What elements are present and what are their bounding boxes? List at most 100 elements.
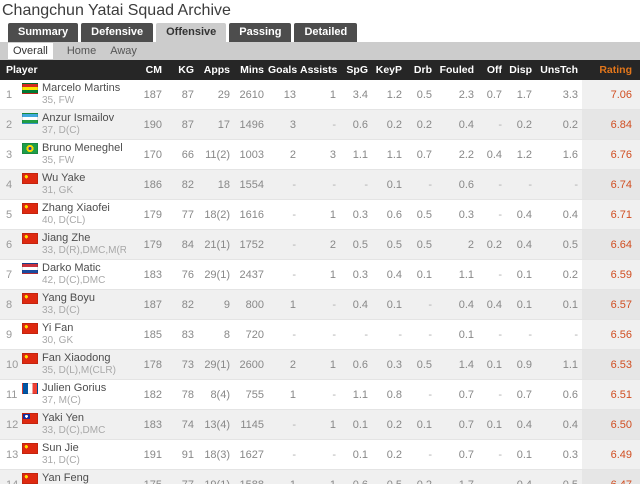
- stat-unstch: 0.4: [562, 208, 578, 221]
- player-name-link[interactable]: Yang Boyu: [42, 292, 96, 304]
- player-name-link[interactable]: Zhang Xiaofei: [42, 202, 110, 214]
- col-header-fouled[interactable]: Fouled: [436, 60, 478, 80]
- flag-icon-china: [22, 203, 38, 214]
- player-age-position: 33, D(C): [42, 305, 80, 316]
- col-header-assists[interactable]: Assists: [300, 60, 340, 80]
- stat-fouled: 2.3: [458, 88, 474, 101]
- col-header-kg[interactable]: KG: [166, 60, 198, 80]
- stat-apps: 9: [223, 298, 230, 311]
- player-name-link[interactable]: Wu Yake: [42, 172, 86, 184]
- player-name-link[interactable]: Yaki Yen: [42, 412, 85, 424]
- player-name-link[interactable]: Marcelo Martins: [42, 82, 121, 94]
- stat-disp: 0.4: [516, 418, 532, 431]
- stat-assists: 2: [329, 238, 336, 251]
- stat-cm: 187: [143, 88, 162, 101]
- tab-detailed[interactable]: Detailed: [294, 23, 358, 42]
- stat-apps: 21(1): [204, 238, 230, 251]
- stat-unstch: 0.5: [536, 470, 582, 484]
- stat-goals: -: [292, 448, 296, 461]
- stat-keyp: 0.2: [386, 418, 402, 431]
- player-cell: Fan Xiaodong 35, D(L),M(CLR): [22, 350, 126, 380]
- player-cell: Yi Fan 30, GK: [22, 320, 126, 350]
- stat-goals: -: [292, 328, 296, 341]
- stat-keyp: 0.1: [386, 178, 402, 191]
- col-header-keyp[interactable]: KeyP: [372, 60, 406, 80]
- stat-drb: -: [428, 388, 432, 401]
- subtab-away[interactable]: Away: [110, 45, 137, 57]
- player-name-link[interactable]: Anzur Ismailov: [42, 112, 115, 124]
- tab-defensive[interactable]: Defensive: [81, 23, 154, 42]
- col-header-mins[interactable]: Mins: [234, 60, 268, 80]
- tab-offensive[interactable]: Offensive: [156, 23, 227, 42]
- tab-summary[interactable]: Summary: [8, 23, 79, 42]
- player-age-position: 35, D(L),M(CLR): [42, 365, 116, 376]
- col-header-rating[interactable]: Rating: [582, 60, 640, 80]
- flag-icon-china: [22, 233, 38, 244]
- player-cell: Bruno Meneghel 35, FW: [22, 140, 126, 170]
- player-name-line: Darko Matic: [22, 262, 126, 275]
- player-name-link[interactable]: Fan Xiaodong: [42, 352, 111, 364]
- col-header-cm[interactable]: CM: [126, 60, 166, 80]
- stat-fouled: 0.7: [458, 388, 474, 401]
- stat-kg: 82: [181, 298, 194, 311]
- subtab-home[interactable]: Home: [66, 45, 97, 57]
- stat-fouled: 0.7: [458, 448, 474, 461]
- stat-keyp: 1.2: [386, 88, 402, 101]
- stat-disp: 1.7: [516, 88, 532, 101]
- player-name-link[interactable]: Bruno Meneghel: [42, 142, 123, 154]
- player-name-line: Yang Boyu: [22, 292, 126, 305]
- stat-keyp: 0.3: [386, 358, 402, 371]
- stat-drb: -: [428, 298, 432, 311]
- stat-drb: -: [428, 178, 432, 191]
- col-header-apps[interactable]: Apps: [198, 60, 234, 80]
- flag-icon-france: [22, 383, 38, 394]
- stat-apps: 8: [223, 328, 230, 341]
- flag-icon-china: [22, 473, 38, 484]
- subtab-overall[interactable]: Overall: [8, 43, 53, 59]
- player-name-line: Fan Xiaodong: [22, 352, 126, 365]
- player-rank: 12: [6, 418, 19, 431]
- flag-icon-china: [22, 353, 38, 364]
- player-name-link[interactable]: Darko Matic: [42, 262, 101, 274]
- tab-passing[interactable]: Passing: [229, 23, 292, 42]
- stat-off: -: [498, 388, 502, 401]
- col-header-off[interactable]: Off: [478, 60, 506, 80]
- col-header-drb[interactable]: Drb: [406, 60, 436, 80]
- player-name-link[interactable]: Jiang Zhe: [42, 232, 91, 244]
- player-age-position: 31, D(C): [42, 455, 80, 466]
- player-name-line: Yi Fan: [22, 322, 126, 335]
- stat-keyp: 0.1: [386, 298, 402, 311]
- stat-off: 0.2: [486, 238, 502, 251]
- col-header-spg[interactable]: SpG: [340, 60, 372, 80]
- col-header-disp[interactable]: Disp: [506, 60, 536, 80]
- player-name-link[interactable]: Julien Gorius: [42, 382, 107, 394]
- rating-value: 6.49: [582, 439, 640, 470]
- col-header-player[interactable]: Player: [0, 60, 126, 80]
- player-age-position: 35, FW: [42, 155, 75, 166]
- player-age-position: 42, D(C),DMC: [42, 275, 106, 286]
- player-cell: Zhang Xiaofei 40, D(CL): [22, 200, 126, 230]
- stat-unstch: 0.2: [562, 268, 578, 281]
- player-name-link[interactable]: Yan Feng: [42, 472, 89, 484]
- stat-disp: 0.1: [516, 448, 532, 461]
- stat-disp: 0.4: [516, 208, 532, 221]
- stat-drb: 0.7: [416, 148, 432, 161]
- stat-assists: -: [332, 178, 336, 191]
- flag-icon-china: [22, 323, 38, 334]
- tab-bar: Summary Defensive Offensive Passing Detailed: [0, 23, 640, 42]
- player-name-link[interactable]: Sun Jie: [42, 442, 79, 454]
- col-header-unstch[interactable]: UnsTch: [536, 60, 582, 80]
- stat-spg: 1.1: [352, 388, 368, 401]
- player-cell: Anzur Ismailov 37, D(C): [22, 110, 126, 140]
- flag-icon-taiwan: [22, 413, 38, 424]
- stat-apps: 29(1): [204, 268, 230, 281]
- stat-off: 0.4: [486, 298, 502, 311]
- col-header-goals[interactable]: Goals: [268, 60, 300, 80]
- stat-assists: 1: [329, 268, 336, 281]
- stat-kg: 77: [166, 470, 198, 484]
- table-row: 13 Sun Jie 31, D(C) 191 91 18(3) 1627- -0.1 0.2-…: [0, 439, 640, 470]
- player-rank: 8: [6, 298, 13, 311]
- flag-icon-croatia: [22, 263, 38, 274]
- player-name-link[interactable]: Yi Fan: [42, 322, 74, 334]
